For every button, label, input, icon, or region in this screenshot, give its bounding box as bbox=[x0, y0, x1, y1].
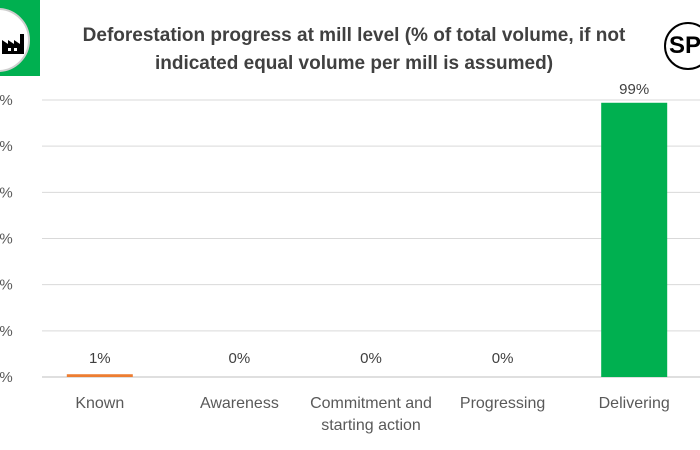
x-tick-label: Progressing bbox=[460, 395, 545, 412]
x-tick-label: Awareness bbox=[200, 395, 279, 412]
spo-logo: SPO bbox=[664, 22, 700, 70]
data-label: 0% bbox=[229, 350, 251, 367]
x-tick-label: Delivering bbox=[599, 395, 670, 412]
x-tick-label: Commitment and bbox=[310, 395, 432, 412]
data-label: 1% bbox=[89, 350, 111, 367]
y-tick-label: 0% bbox=[0, 277, 13, 294]
data-label: 0% bbox=[360, 350, 382, 367]
bar bbox=[601, 102, 668, 378]
data-label: 0% bbox=[492, 350, 514, 367]
y-tick-label: 0% bbox=[0, 138, 13, 155]
chart-title-line2: indicated equal volume per mill is assum… bbox=[154, 53, 554, 74]
bar bbox=[66, 374, 133, 377]
y-tick-label: 0% bbox=[0, 369, 13, 386]
x-tick-label: Known bbox=[75, 395, 124, 412]
logo-left bbox=[0, 0, 40, 76]
y-tick-label: 0% bbox=[0, 231, 13, 248]
y-tick-label: 0% bbox=[0, 184, 13, 201]
chart-title-line1: Deforestation progress at mill level (% … bbox=[82, 25, 626, 46]
y-tick-label: 0% bbox=[0, 92, 13, 109]
chart-title: Deforestation progress at mill level (% … bbox=[52, 22, 656, 78]
y-tick-label: 0% bbox=[0, 323, 13, 340]
data-label: 99% bbox=[619, 81, 649, 98]
x-tick-label: starting action bbox=[321, 417, 421, 434]
